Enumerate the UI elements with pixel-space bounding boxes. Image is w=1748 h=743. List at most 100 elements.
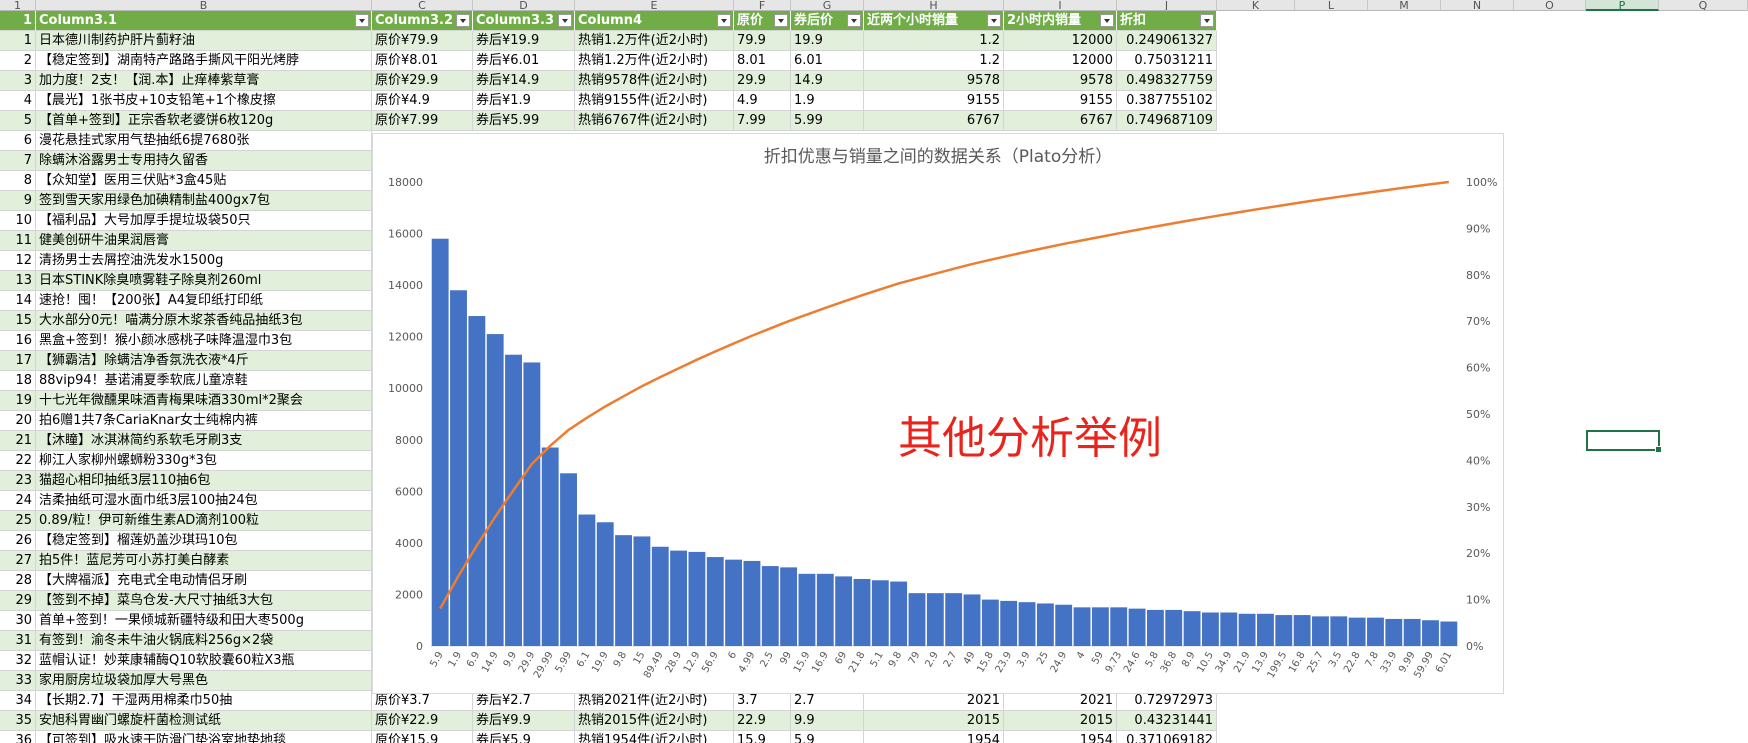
cell-c[interactable]: 原价¥22.9 (372, 711, 473, 731)
row-number[interactable]: 18 (0, 371, 36, 391)
row-number[interactable]: 16 (0, 331, 36, 351)
cell-h[interactable]: 1.2 (864, 51, 1004, 71)
row-number[interactable]: 1 (0, 31, 36, 51)
cell-product-name[interactable]: 88vip94！基诺浦夏季软底儿童凉鞋 (36, 371, 372, 391)
row-number[interactable]: 13 (0, 271, 36, 291)
cell-e[interactable]: 热销2015件(近2小时) (575, 711, 734, 731)
cell-c[interactable]: 原价¥29.9 (372, 71, 473, 91)
active-cell-selection[interactable] (1586, 430, 1662, 453)
row-number[interactable]: 27 (0, 551, 36, 571)
column-header-h[interactable]: H (864, 0, 1004, 11)
cell-product-name[interactable]: 洁柔抽纸可湿水面巾纸3层100抽24包 (36, 491, 372, 511)
cell-h[interactable]: 2021 (864, 691, 1004, 711)
cell-g[interactable]: 6.01 (791, 51, 864, 71)
filter-dropdown-icon[interactable] (1200, 14, 1214, 27)
cell-c[interactable]: 原价¥79.9 (372, 31, 473, 51)
cell-g[interactable]: 5.99 (791, 111, 864, 131)
cell-f[interactable]: 3.7 (734, 691, 791, 711)
cell-product-name[interactable]: 【稳定签到】榴莲奶盖沙琪玛10包 (36, 531, 372, 551)
column-header-b[interactable]: B (36, 0, 372, 11)
row-number[interactable]: 11 (0, 231, 36, 251)
cell-j[interactable]: 0.387755102 (1117, 91, 1217, 111)
cell-product-name[interactable]: 漫花悬挂式家用气垫抽纸6提7680张 (36, 131, 372, 151)
row-number[interactable]: 3 (0, 71, 36, 91)
cell-product-name[interactable]: 大水部分0元！喵满分原木浆茶香纯品抽纸3包 (36, 311, 372, 331)
row-number[interactable]: 14 (0, 291, 36, 311)
row-number[interactable]: 23 (0, 471, 36, 491)
cell-product-name[interactable]: 【沐瞳】冰淇淋简约系软毛牙刷3支 (36, 431, 372, 451)
cell-h[interactable]: 9155 (864, 91, 1004, 111)
cell-f[interactable]: 7.99 (734, 111, 791, 131)
row-number[interactable]: 4 (0, 91, 36, 111)
cell-product-name[interactable]: 十七光年微醺果味酒青梅果味酒330ml*2聚会 (36, 391, 372, 411)
pareto-chart[interactable]: 折扣优惠与销量之间的数据关系（Plato分析） 0 2000 4000 6000 800… (372, 133, 1504, 694)
cell-product-name[interactable]: 黑盒+签到！猴小颜冰感桃子味降温湿巾3包 (36, 331, 372, 351)
table-header-7[interactable]: 2小时内销量 (1004, 11, 1117, 31)
cell-c[interactable]: 原价¥3.7 (372, 691, 473, 711)
cell-product-name[interactable]: 拍5件！蓝尼芳可小苏打美白酵素 (36, 551, 372, 571)
cell-j[interactable]: 0.371069182 (1117, 731, 1217, 743)
cell-product-name[interactable]: 【签到不掉】菜鸟仓发-大尺寸抽纸3大包 (36, 591, 372, 611)
row-number[interactable]: 7 (0, 151, 36, 171)
cell-i[interactable]: 9155 (1004, 91, 1117, 111)
column-header-e[interactable]: E (575, 0, 734, 11)
cell-j[interactable]: 0.498327759 (1117, 71, 1217, 91)
cell-d[interactable]: 券后¥2.7 (473, 691, 575, 711)
cell-product-name[interactable]: 【首单+签到】正宗香软老婆饼6枚120g (36, 111, 372, 131)
row-number[interactable]: 20 (0, 411, 36, 431)
table-header-5[interactable]: 券后价 (791, 11, 864, 31)
cell-product-name[interactable]: 【众知堂】医用三伏贴*3盒45贴 (36, 171, 372, 191)
cell-f[interactable]: 15.9 (734, 731, 791, 743)
row-number[interactable]: 29 (0, 591, 36, 611)
row-number[interactable]: 15 (0, 311, 36, 331)
cell-i[interactable]: 2015 (1004, 711, 1117, 731)
row-number[interactable]: 34 (0, 691, 36, 711)
cell-d[interactable]: 券后¥1.9 (473, 91, 575, 111)
cell-g[interactable]: 19.9 (791, 31, 864, 51)
filter-dropdown-icon[interactable] (355, 14, 369, 27)
cell-e[interactable]: 热销6767件(近2小时) (575, 111, 734, 131)
column-header-p[interactable]: P (1586, 0, 1659, 11)
cell-c[interactable]: 原价¥7.99 (372, 111, 473, 131)
row-number[interactable]: 22 (0, 451, 36, 471)
cell-product-name[interactable]: 家用厨房垃圾袋加厚大号黑色 (36, 671, 372, 691)
column-header-g[interactable]: G (791, 0, 864, 11)
row-number[interactable]: 25 (0, 511, 36, 531)
cell-d[interactable]: 券后¥5.99 (473, 111, 575, 131)
cell-f[interactable]: 4.9 (734, 91, 791, 111)
table-header-6[interactable]: 近两个小时销量 (864, 11, 1004, 31)
cell-e[interactable]: 热销9578件(近2小时) (575, 71, 734, 91)
cell-product-name[interactable]: 除螨沐浴露男士专用持久留香 (36, 151, 372, 171)
cell-j[interactable]: 0.75031211 (1117, 51, 1217, 71)
row-number[interactable]: 8 (0, 171, 36, 191)
column-header-n[interactable]: N (1441, 0, 1514, 11)
cell-product-name[interactable]: 速抢！囤！【200张】A4复印纸打印纸 (36, 291, 372, 311)
cell-product-name[interactable]: 有签到！渝冬未牛油火锅底料256g×2袋 (36, 631, 372, 651)
row-number[interactable]: 28 (0, 571, 36, 591)
cell-f[interactable]: 79.9 (734, 31, 791, 51)
cell-c[interactable]: 原价¥4.9 (372, 91, 473, 111)
cell-product-name[interactable]: 【可签到】吸水速干防滑门垫浴室地垫地毯 (36, 731, 372, 743)
row-number[interactable]: 31 (0, 631, 36, 651)
cell-i[interactable]: 2021 (1004, 691, 1117, 711)
cell-g[interactable]: 1.9 (791, 91, 864, 111)
cell-product-name[interactable]: 0.89/粒！伊可新维生素AD滴剂100粒 (36, 511, 372, 531)
cell-product-name[interactable]: 【福利品】大号加厚手提垃圾袋50只 (36, 211, 372, 231)
column-header-d[interactable]: D (473, 0, 575, 11)
cell-e[interactable]: 热销1.2万件(近2小时) (575, 31, 734, 51)
column-header-k[interactable]: K (1217, 0, 1295, 11)
cell-f[interactable]: 29.9 (734, 71, 791, 91)
cell-product-name[interactable]: 柳江人家柳州螺蛳粉330g*3包 (36, 451, 372, 471)
cell-h[interactable]: 1954 (864, 731, 1004, 743)
row-number[interactable]: 33 (0, 671, 36, 691)
column-header-i[interactable]: I (1004, 0, 1117, 11)
filter-dropdown-icon[interactable] (558, 14, 572, 27)
filter-dropdown-icon[interactable] (987, 14, 1001, 27)
cell-i[interactable]: 6767 (1004, 111, 1117, 131)
cell-product-name[interactable]: 【大牌福派】充电式全电动情侣牙刷 (36, 571, 372, 591)
column-header-o[interactable]: O (1514, 0, 1586, 11)
row-number[interactable]: 24 (0, 491, 36, 511)
cell-product-name[interactable]: 日本德川制药护肝片蓟籽油 (36, 31, 372, 51)
filter-dropdown-icon[interactable] (847, 14, 861, 27)
cell-e[interactable]: 热销1.2万件(近2小时) (575, 51, 734, 71)
